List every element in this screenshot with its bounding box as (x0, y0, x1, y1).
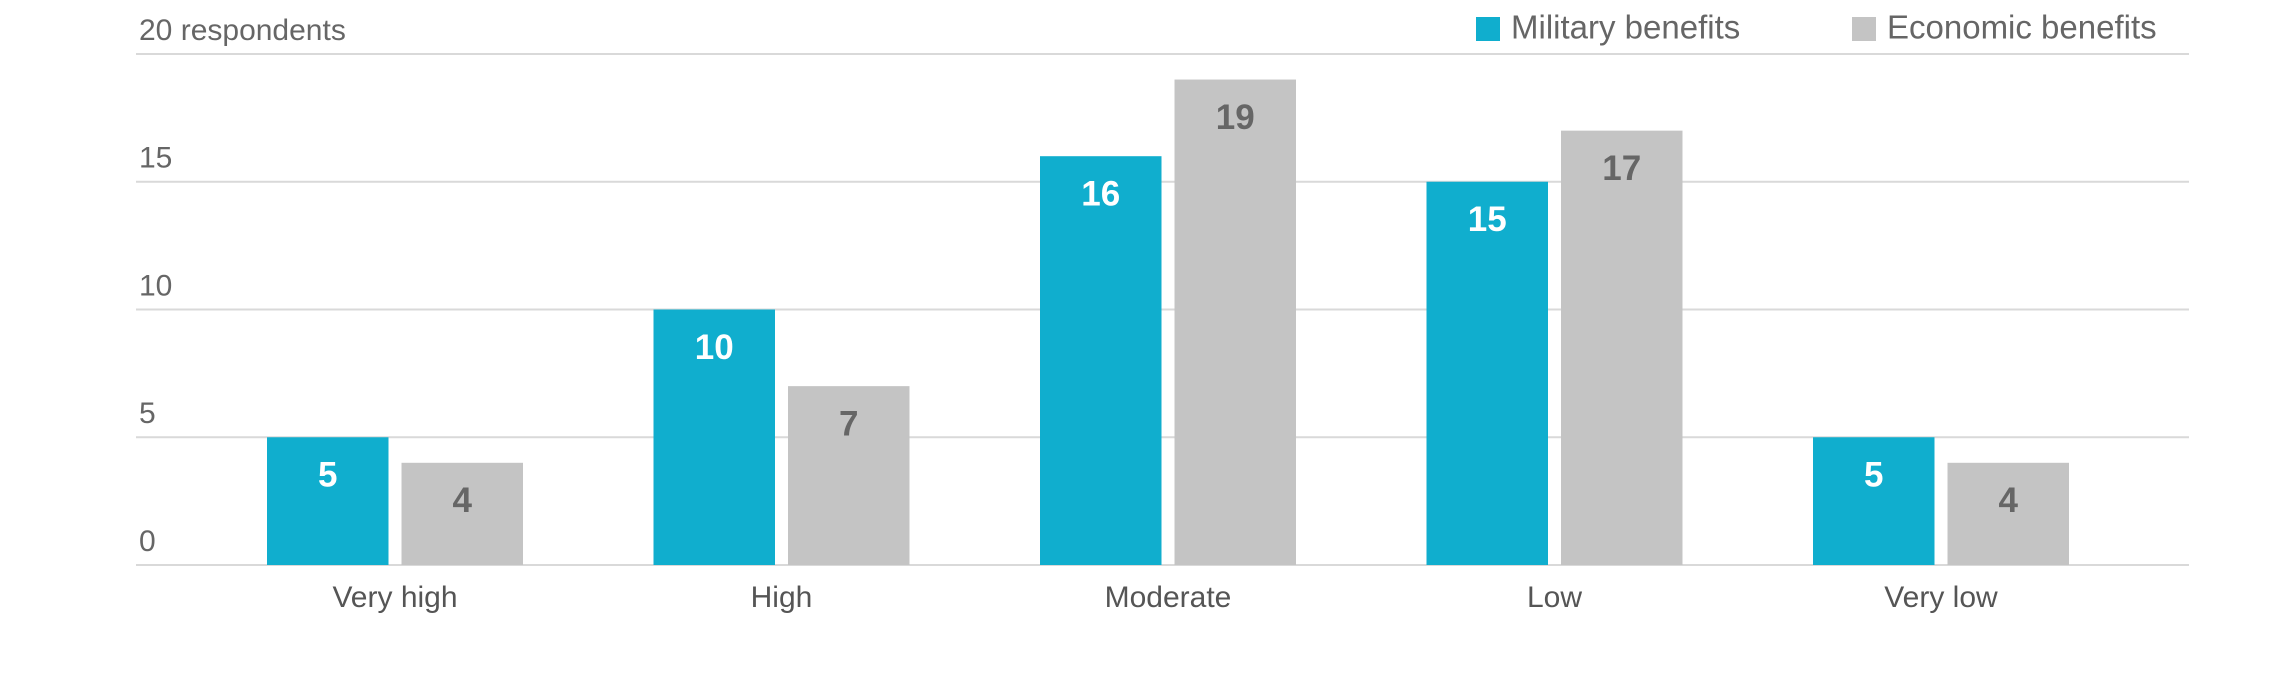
legend-label: Economic benefits (1887, 9, 2157, 46)
value-label: 15 (1468, 200, 1507, 239)
value-label: 4 (1999, 481, 2019, 520)
x-tick-label: Moderate (1105, 581, 1232, 614)
bar (267, 437, 389, 565)
bar (1561, 130, 1683, 565)
value-label: 16 (1081, 174, 1120, 213)
y-tick-label: 10 (139, 269, 172, 302)
y-tick-label: 5 (139, 397, 156, 430)
y-tick-label: 0 (139, 525, 156, 558)
bar (1040, 156, 1162, 565)
bar (1947, 462, 2069, 565)
bar (653, 309, 775, 565)
legend-swatch (1852, 17, 1876, 41)
value-label: 4 (453, 481, 473, 520)
value-label: 5 (318, 456, 337, 495)
bar (788, 386, 910, 565)
value-label: 5 (1864, 456, 1883, 495)
legend-swatch (1476, 17, 1500, 41)
bar (1813, 437, 1935, 565)
value-label: 7 (839, 404, 858, 443)
y-tick-label: 20 respondents (139, 14, 346, 47)
x-tick-label: Very low (1884, 581, 1998, 614)
x-tick-label: Very high (332, 581, 457, 614)
x-tick-label: Low (1527, 581, 1582, 614)
bar (1174, 79, 1296, 566)
bar (401, 462, 523, 565)
x-tick-label: High (751, 581, 813, 614)
legend-label: Military benefits (1511, 9, 1740, 46)
value-label: 10 (695, 328, 734, 367)
bar (1426, 181, 1548, 565)
y-tick-label: 15 (139, 142, 172, 175)
value-label: 17 (1602, 149, 1641, 188)
value-label: 19 (1216, 98, 1255, 137)
